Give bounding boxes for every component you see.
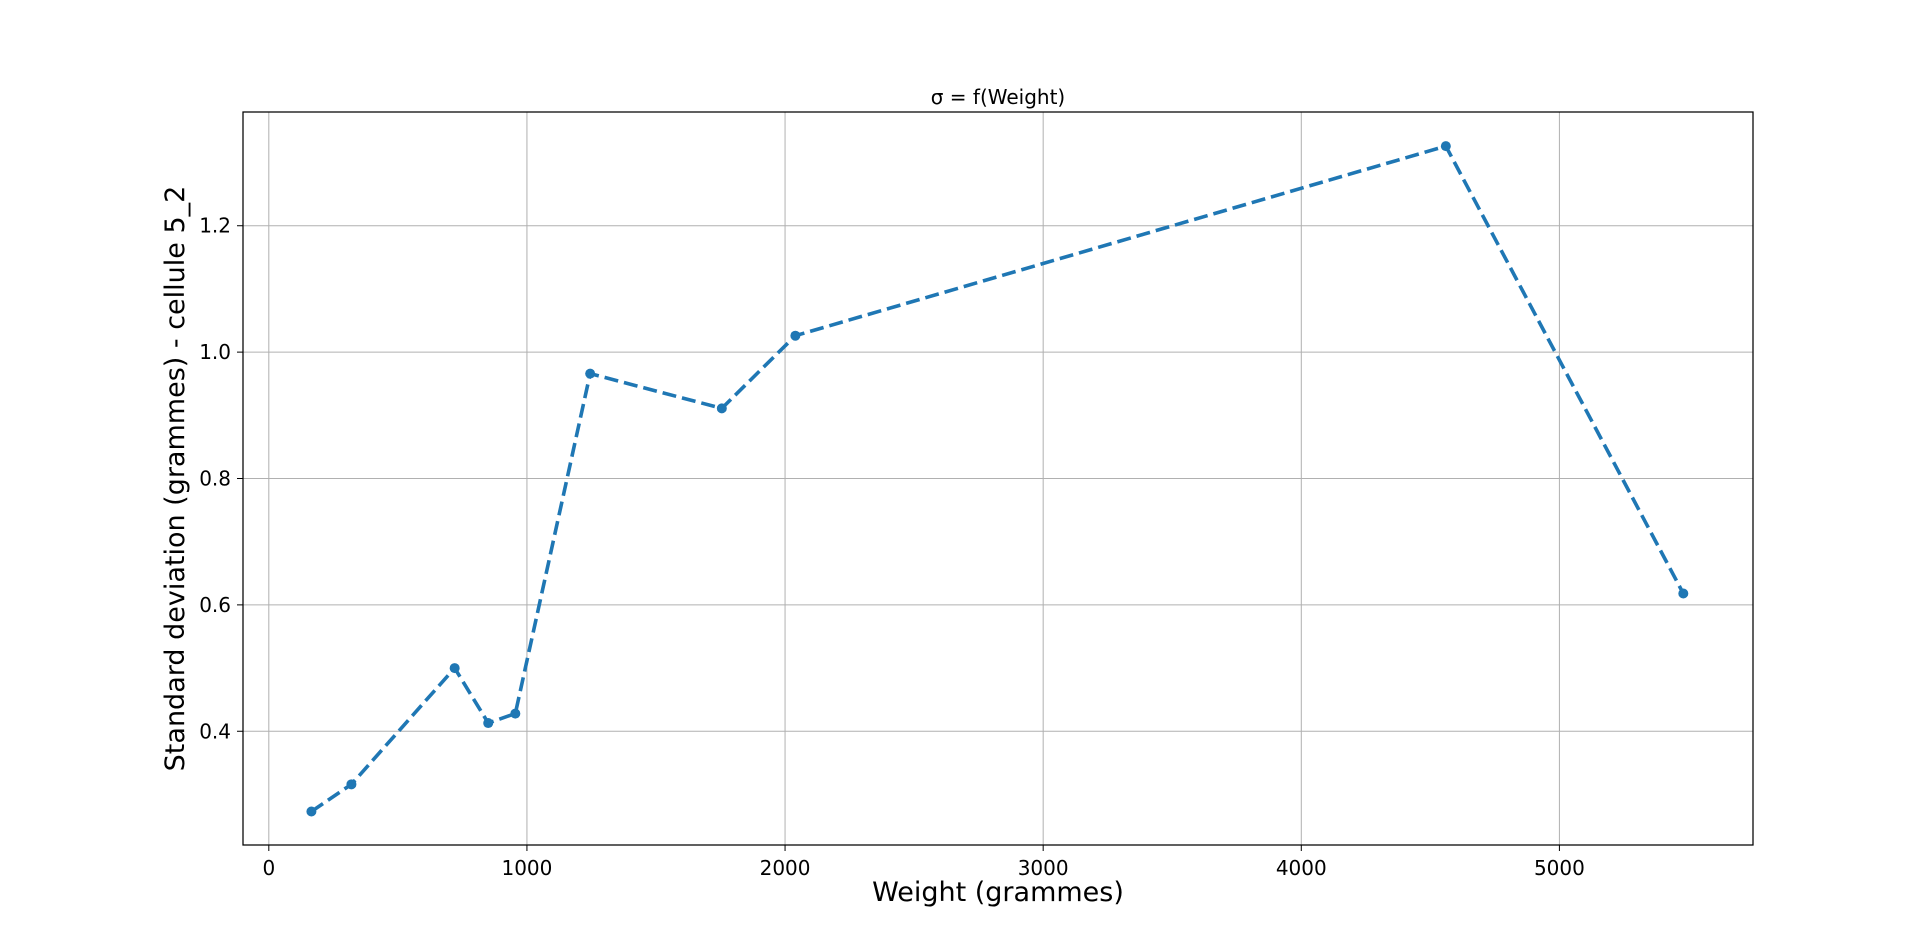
x-tick-label: 0 [262,856,275,880]
series-line [310,144,1685,813]
data-point [346,779,357,790]
x-tick-label: 3000 [1018,856,1069,880]
y-tick-label: 0.8 [199,467,231,491]
data-point [1440,141,1451,152]
data-point [790,330,801,341]
x-axis-title: Weight (grammes) [872,877,1124,908]
y-tick-label: 1.2 [199,214,231,238]
data-point [306,806,317,817]
data-point [483,718,494,729]
x-tick-label: 1000 [501,856,552,880]
data-point [1678,588,1689,599]
x-tick-label: 4000 [1276,856,1327,880]
series-layer [306,141,1689,817]
x-tick-label: 2000 [760,856,811,880]
y-tick-label: 0.6 [199,593,231,617]
x-tick-label: 5000 [1534,856,1585,880]
data-point [449,663,460,674]
y-tick-label: 1.0 [199,340,231,364]
data-point [510,708,521,719]
ticks: 0 1000 2000 3000 4000 5000 0.4 0.6 0.8 1.0 1.2 [199,214,1585,880]
data-point [585,368,596,379]
data-point [716,403,727,414]
grid [243,112,1753,845]
y-tick-label: 0.4 [199,719,231,743]
chart-title: σ = f(Weight) [931,85,1065,109]
y-axis-title: Standard deviation (grammes) - cellule 5… [160,186,191,772]
